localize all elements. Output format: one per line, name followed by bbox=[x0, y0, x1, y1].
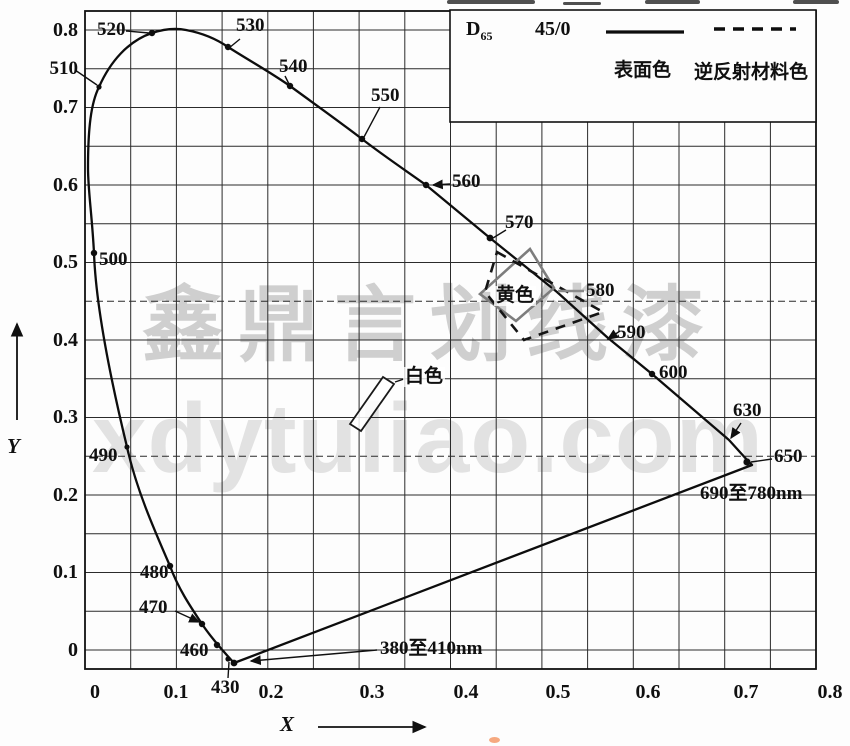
scan-speck bbox=[793, 0, 839, 4]
legend-surface-label: 表面色 bbox=[614, 60, 672, 81]
x-tick-0.6: 0.6 bbox=[635, 681, 661, 703]
wl-580: 580 bbox=[586, 280, 615, 301]
y-axis-label: Y bbox=[7, 434, 20, 458]
y-tick-0.2: 0.2 bbox=[53, 484, 78, 506]
grid-horizontal-dashed bbox=[85, 300, 816, 457]
x-tick-0.3: 0.3 bbox=[359, 681, 385, 703]
x-tick-0.1: 0.1 bbox=[163, 681, 189, 703]
wl-430: 430 bbox=[211, 677, 240, 698]
wl-380-410: 380至410nm bbox=[380, 638, 483, 659]
x-tick-0.8: 0.8 bbox=[817, 681, 843, 703]
wl-560: 560 bbox=[452, 171, 481, 192]
orange-speck bbox=[489, 737, 500, 743]
yellow-region-label: 黄色 bbox=[494, 285, 537, 306]
leader-lines bbox=[74, 30, 773, 679]
wl-590: 590 bbox=[617, 322, 646, 343]
y-tick-0.6: 0.6 bbox=[53, 174, 78, 196]
x-tick-0.5: 0.5 bbox=[545, 681, 571, 703]
wl-540: 540 bbox=[279, 56, 308, 77]
wavelength-dots bbox=[90, 29, 751, 667]
watermark-url: xdytuliao.com bbox=[92, 383, 764, 493]
wl-480: 480 bbox=[140, 562, 169, 583]
white-region-label: 白色 bbox=[403, 366, 446, 387]
x-tick-0.2: 0.2 bbox=[258, 681, 284, 703]
wl-600: 600 bbox=[659, 362, 688, 383]
scan-speck bbox=[563, 2, 601, 5]
wl-490: 490 bbox=[89, 445, 118, 466]
legend-illuminant: D65 bbox=[466, 18, 492, 44]
wl-470: 470 bbox=[139, 597, 168, 618]
illuminant-subscript: 65 bbox=[480, 29, 493, 43]
x-tick-0.7: 0.7 bbox=[733, 681, 759, 703]
x-tick-0: 0 bbox=[90, 681, 100, 703]
y-tick-0.3: 0.3 bbox=[53, 406, 78, 428]
wl-550: 550 bbox=[371, 85, 400, 106]
wl-460: 460 bbox=[180, 640, 209, 661]
wl-650: 650 bbox=[774, 446, 803, 467]
spectral-locus-curve bbox=[86, 27, 754, 665]
legend-retro-label: 逆反射材料色 bbox=[694, 62, 809, 83]
wl-520: 520 bbox=[97, 19, 126, 40]
wl-690-780: 690至780nm bbox=[700, 483, 803, 504]
legend-geometry: 45/0 bbox=[535, 18, 571, 40]
y-tick-0: 0 bbox=[68, 639, 78, 661]
y-tick-0.4: 0.4 bbox=[53, 329, 78, 351]
yellow-surface-region-outline bbox=[477, 246, 556, 323]
wl-630: 630 bbox=[733, 400, 762, 421]
y-tick-0.1: 0.1 bbox=[53, 561, 78, 583]
y-tick-0.7: 0.7 bbox=[53, 96, 78, 118]
scan-speck bbox=[645, 0, 700, 4]
illuminant-symbol: D bbox=[466, 18, 481, 40]
wl-570: 570 bbox=[505, 212, 534, 233]
x-axis-label: X bbox=[280, 712, 295, 736]
watermark-chinese: 鑫鼎言划线漆 bbox=[142, 280, 719, 371]
scan-speck bbox=[447, 0, 535, 4]
wl-510: 510 bbox=[49, 58, 79, 79]
wl-530: 530 bbox=[236, 15, 265, 36]
wl-500: 500 bbox=[99, 249, 128, 270]
white-region-outline bbox=[348, 375, 396, 433]
y-tick-0.8: 0.8 bbox=[53, 19, 78, 41]
x-tick-0.4: 0.4 bbox=[453, 681, 479, 703]
y-tick-0.5: 0.5 bbox=[53, 251, 78, 273]
